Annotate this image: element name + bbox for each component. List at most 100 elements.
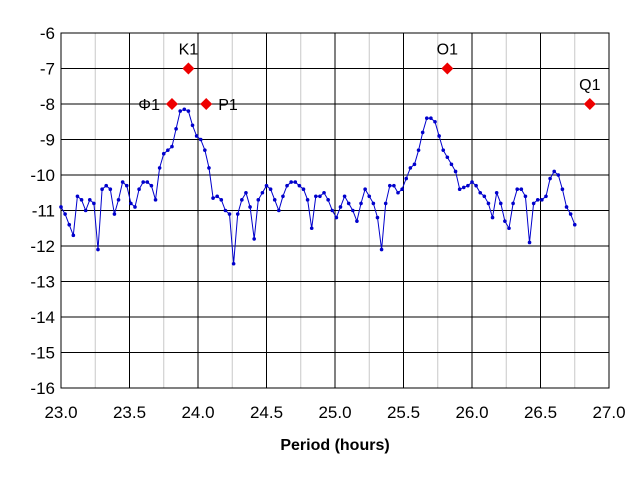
x-axis-tick-labels: 23.0 23.5 24.0 24.5 25.0 25.5 26.0 26.5 27.0 <box>44 403 625 422</box>
data-point <box>219 198 224 202</box>
data-point <box>87 198 92 202</box>
x-tick-label: 23.0 <box>44 403 77 422</box>
data-point <box>157 166 162 170</box>
data-point <box>190 123 195 128</box>
data-point <box>71 233 76 238</box>
data-point <box>408 166 413 170</box>
data-point <box>297 183 302 188</box>
data-point <box>149 183 154 188</box>
y-tick-label: -14 <box>30 308 55 327</box>
data-point <box>108 187 113 191</box>
data-point <box>379 247 384 252</box>
data-point <box>531 201 536 206</box>
plot-area-frame <box>60 32 610 389</box>
data-point <box>457 187 462 191</box>
data-point <box>314 194 318 199</box>
data-point <box>486 201 491 206</box>
data-point <box>264 183 269 188</box>
data-point <box>511 201 515 206</box>
x-axis-title: Period (hours) <box>280 437 389 454</box>
data-point <box>203 148 207 152</box>
data-point <box>478 190 483 195</box>
data-point <box>466 183 470 188</box>
data-point <box>309 226 314 231</box>
data-point <box>503 219 507 223</box>
data-point <box>137 187 141 191</box>
data-point <box>351 208 355 213</box>
data-point <box>301 187 306 191</box>
data-point <box>244 190 248 195</box>
data-point <box>240 198 244 202</box>
y-tick-label: -6 <box>40 24 55 43</box>
data-point <box>544 194 548 199</box>
data-point <box>112 212 117 216</box>
x-tick-label: 27.0 <box>592 403 625 422</box>
data-point <box>367 194 372 199</box>
annotation-marker <box>200 98 213 110</box>
data-point <box>207 166 211 170</box>
x-tick-label: 24.5 <box>250 403 283 422</box>
data-point <box>281 194 285 199</box>
data-point <box>346 201 351 206</box>
x-tick-label: 25.5 <box>387 403 420 422</box>
data-point <box>227 212 232 216</box>
data-point <box>67 222 72 227</box>
data-point <box>268 187 273 191</box>
y-tick-label: -10 <box>30 166 55 185</box>
data-point <box>186 109 191 113</box>
annotation-label: O1 <box>437 42 458 59</box>
data-point <box>416 148 421 152</box>
y-tick-label: -13 <box>30 273 55 292</box>
y-tick-label: -11 <box>32 202 55 221</box>
data-point <box>104 183 109 188</box>
data-point <box>445 155 450 160</box>
data-point <box>170 144 174 149</box>
data-point <box>174 127 178 131</box>
data-point <box>433 119 437 124</box>
data-point <box>388 183 392 188</box>
data-point <box>178 109 182 113</box>
annotation-marker <box>583 98 596 110</box>
data-point <box>429 116 433 120</box>
data-point <box>231 261 236 266</box>
data-point <box>507 226 511 231</box>
data-point <box>223 208 228 213</box>
data-point <box>124 183 129 188</box>
x-tick-label: 26.0 <box>455 403 488 422</box>
data-point <box>318 194 322 199</box>
data-point <box>482 194 487 199</box>
y-tick-label: -7 <box>40 60 55 79</box>
annotation-marker <box>165 98 178 110</box>
annotation-marker <box>182 62 195 75</box>
data-point <box>552 169 556 174</box>
y-tick-label: -16 <box>30 379 55 398</box>
data-point <box>63 212 67 216</box>
x-tick-label: 24.0 <box>181 403 214 422</box>
data-point <box>145 180 150 184</box>
data-point <box>515 187 520 191</box>
annotation-label: Q1 <box>579 77 600 94</box>
data-point <box>371 201 376 206</box>
data-point <box>79 198 84 202</box>
data-point <box>400 187 404 191</box>
data-point <box>560 187 565 191</box>
series-layer <box>59 107 577 266</box>
data-point <box>293 180 298 184</box>
data-point <box>272 198 277 202</box>
y-tick-label: -15 <box>30 344 55 363</box>
data-point <box>330 208 335 213</box>
annotation-layer: K1 O1 Φ1 P1 Q1 <box>138 42 600 115</box>
annotation-label: P1 <box>218 97 238 114</box>
data-point <box>141 180 145 184</box>
annotation-label: K1 <box>179 42 199 59</box>
data-point <box>289 180 293 184</box>
data-point <box>326 198 330 202</box>
data-point <box>59 205 63 209</box>
data-point <box>182 107 187 112</box>
data-point <box>441 148 446 152</box>
data-point <box>392 183 396 188</box>
data-point <box>527 240 532 245</box>
data-point <box>161 151 166 156</box>
